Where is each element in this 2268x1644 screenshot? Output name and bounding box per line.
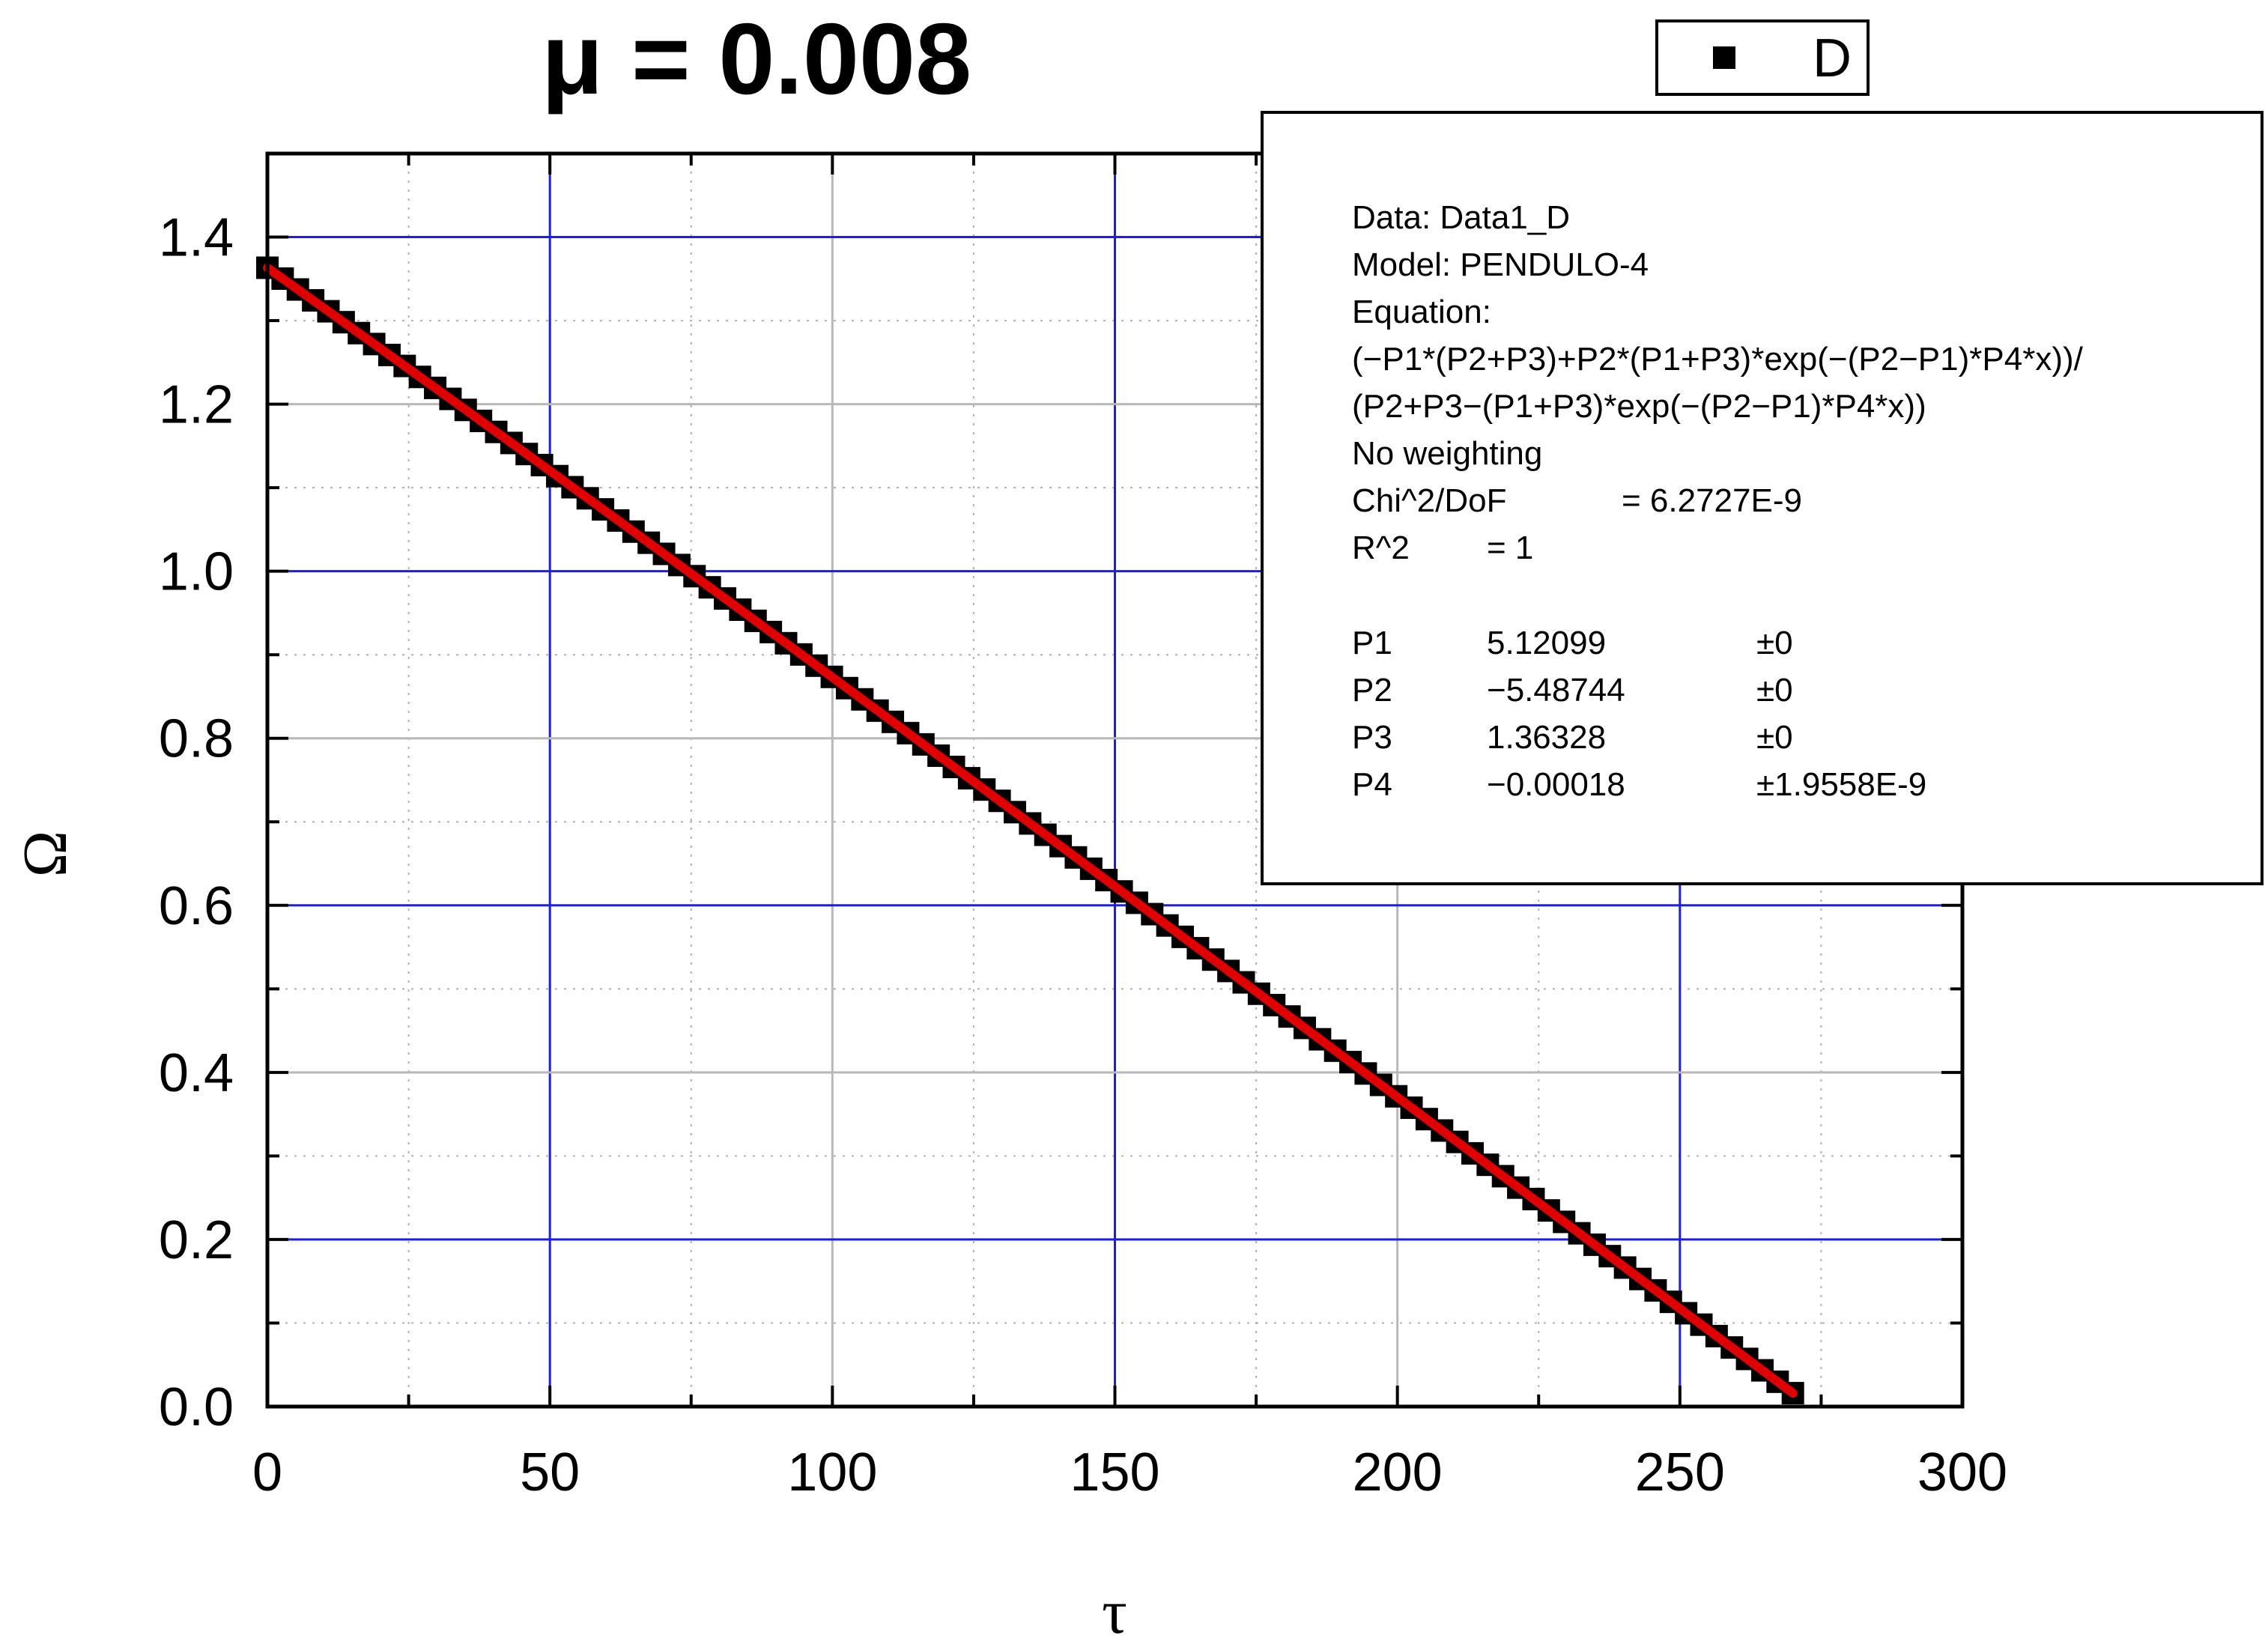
legend-marker-d — [1713, 46, 1735, 69]
fit-info-line-3: (−P1*(P2+P3)+P2*(P1+P3)*exp(−(P2−P1)*P4*… — [1352, 341, 2084, 377]
param-value-p4: −0.00018 — [1487, 766, 1625, 803]
y-axis-label: Ω — [10, 831, 80, 877]
fit-info-line-4: (P2+P3−(P1+P3)*exp(−(P2−P1)*P4*x)) — [1352, 388, 1926, 425]
legend-label-d: D — [1813, 28, 1852, 88]
param-name-p1: P1 — [1352, 625, 1392, 661]
y-tick-label: 1.0 — [159, 542, 234, 602]
fit-info-chi-value: = 6.2727E-9 — [1622, 482, 1802, 519]
param-err-p3: ±0 — [1756, 719, 1793, 756]
y-tick-label: 0.8 — [159, 709, 234, 769]
param-value-p1: 5.12099 — [1487, 625, 1606, 661]
param-name-p3: P3 — [1352, 719, 1392, 756]
fit-info-r2-value: = 1 — [1487, 530, 1533, 566]
x-tick-label: 250 — [1635, 1443, 1725, 1502]
fit-curve — [263, 263, 1798, 1398]
y-tick-label: 1.2 — [159, 375, 234, 435]
fit-info-box: Data: Data1_D Model: PENDULO-4 Equation:… — [1261, 111, 2264, 885]
fit-info-line-2: Equation: — [1352, 294, 1491, 330]
fit-info-line-0: Data: Data1_D — [1352, 199, 1570, 236]
x-tick-label: 50 — [520, 1443, 580, 1502]
legend: D — [1655, 19, 1870, 96]
param-err-p1: ±0 — [1756, 625, 1793, 661]
x-tick-label: 300 — [1917, 1443, 2007, 1502]
y-tick-label: 0.2 — [159, 1210, 234, 1270]
x-tick-label: 100 — [787, 1443, 877, 1502]
fit-line — [263, 263, 1798, 1398]
y-tick-label: 0.6 — [159, 876, 234, 936]
y-tick-label: 1.4 — [159, 208, 234, 268]
tick-labels: 0 50 100 150 200 250 300 0.0 0.2 0.4 0.6 0.8 1.0 1.2 1… — [159, 208, 2007, 1502]
param-err-p4: ±1.9558E-9 — [1756, 766, 1926, 803]
fit-info-line-5: No weighting — [1352, 435, 1542, 472]
fit-info-r2-label: R^2 — [1352, 530, 1410, 566]
param-err-p2: ±0 — [1756, 672, 1793, 709]
fit-info-chi-label: Chi^2/DoF — [1352, 482, 1507, 519]
x-tick-label: 0 — [252, 1443, 282, 1502]
param-name-p4: P4 — [1352, 766, 1392, 803]
param-value-p2: −5.48744 — [1487, 672, 1625, 709]
x-axis-label: τ — [1102, 1577, 1127, 1644]
param-name-p2: P2 — [1352, 672, 1392, 709]
legend-box — [1655, 19, 1870, 96]
y-tick-label: 0.0 — [159, 1377, 234, 1437]
y-tick-label: 0.4 — [159, 1043, 234, 1103]
chart-title: μ = 0.008 — [542, 2, 971, 115]
x-tick-label: 200 — [1353, 1443, 1443, 1502]
fit-info-line-1: Model: PENDULO-4 — [1352, 246, 1649, 283]
param-value-p3: 1.36328 — [1487, 719, 1606, 756]
fit-info-frame — [1261, 111, 2264, 885]
x-tick-label: 150 — [1070, 1443, 1159, 1502]
